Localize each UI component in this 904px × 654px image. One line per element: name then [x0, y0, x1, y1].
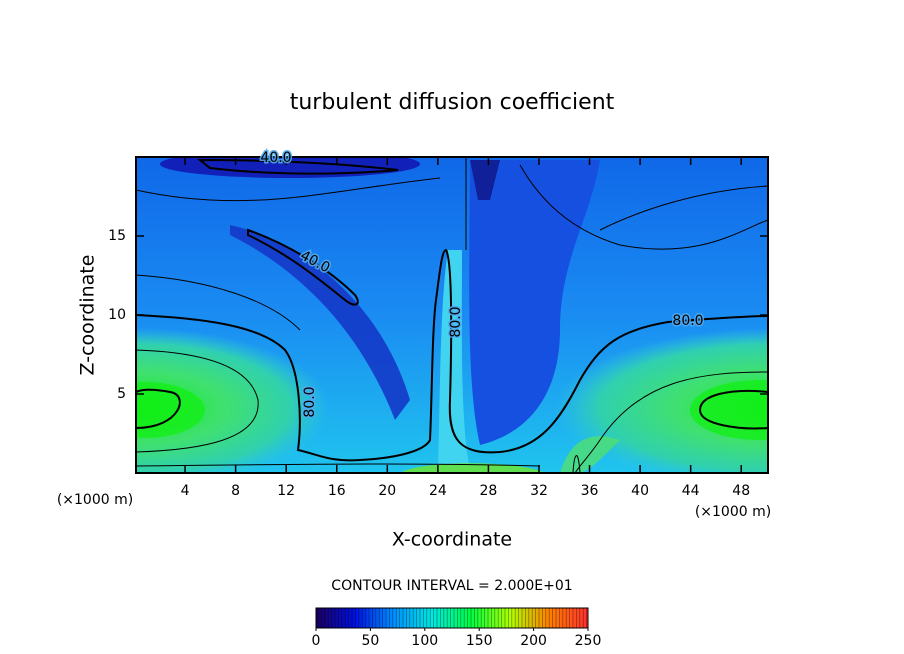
contour-label: 80.0 — [672, 313, 703, 329]
x-tick-label: 44 — [682, 483, 700, 499]
contour-label: 40.0 — [260, 150, 291, 166]
y-tick-label: 10 — [108, 307, 126, 323]
x-tick-label: 20 — [378, 483, 396, 499]
contour-label: 80.0 — [302, 386, 318, 417]
colorbar-tick-label: 0 — [312, 633, 321, 649]
chart-title: turbulent diffusion coefficient — [290, 90, 615, 115]
x-tick-label: 16 — [328, 483, 346, 499]
x-tick-label: 8 — [231, 483, 240, 499]
colorbar-tick-label: 250 — [575, 633, 602, 649]
x-tick-label: 48 — [732, 483, 750, 499]
colorbar-tick-label: 100 — [411, 633, 438, 649]
x-tick-label: 28 — [480, 483, 498, 499]
x-axis-title: X-coordinate — [392, 529, 512, 551]
y-axis-title: Z-coordinate — [77, 255, 99, 376]
contour-interval: CONTOUR INTERVAL = 2.000E+01 — [331, 578, 572, 594]
x-tick-label: 40 — [631, 483, 649, 499]
x-tick-label: 4 — [181, 483, 190, 499]
x-tick-label: 32 — [530, 483, 548, 499]
y-tick-label: 15 — [108, 228, 126, 244]
x-unit-label: (×1000 m) — [57, 492, 133, 508]
x-tick-label: 24 — [429, 483, 447, 499]
x-tick-label: 36 — [581, 483, 599, 499]
colorbar-tick-label: 50 — [361, 633, 379, 649]
contour-lines — [135, 157, 769, 474]
colorbar — [315, 607, 589, 629]
contour-label: 80.0 — [448, 306, 464, 337]
x-tick-label: 12 — [277, 483, 295, 499]
colorbar-tick-label: 200 — [520, 633, 547, 649]
x-unit-label: (×1000 m) — [695, 504, 771, 520]
y-tick-label: 5 — [117, 386, 126, 402]
colorbar-tick-label: 150 — [466, 633, 493, 649]
